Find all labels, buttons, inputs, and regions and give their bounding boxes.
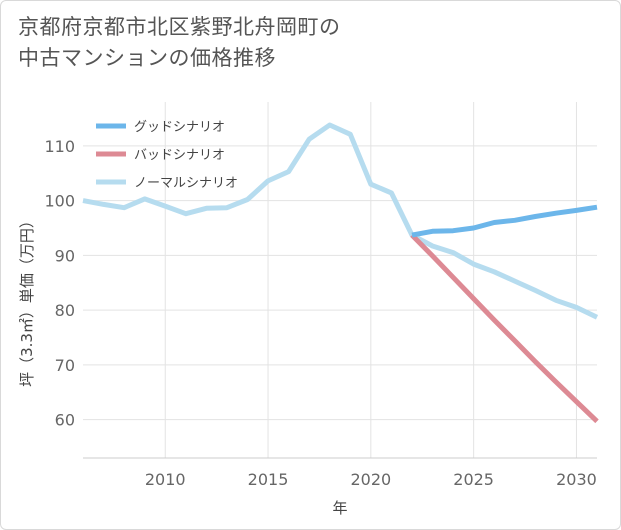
y-tick-label: 100: [44, 192, 75, 211]
chart-title-line1: 京都府京都市北区紫野北舟岡町の: [18, 15, 341, 39]
series-line-0: [411, 204, 598, 238]
tick-labels: 2010 2015 2020 2025 2030 60 70 80 90 100 110: [44, 137, 596, 489]
series-line-2: [82, 122, 599, 320]
y-tick-label: 90: [55, 246, 75, 265]
x-tick-label: 2020: [350, 470, 391, 489]
y-tick-label: 70: [55, 356, 75, 375]
legend-label: ノーマルシナリオ: [134, 176, 238, 191]
grid-lines: [83, 102, 597, 458]
y-tick-label: 80: [55, 301, 75, 320]
series-lines: [82, 122, 599, 424]
x-tick-label: 2015: [248, 470, 289, 489]
x-axis-title: 年: [332, 499, 347, 517]
x-tick-label: 2030: [556, 470, 597, 489]
y-axis-title: 坪（3.3㎡）単価（万円）: [18, 213, 36, 387]
y-tick-label: 60: [55, 411, 75, 430]
x-tick-label: 2025: [453, 470, 494, 489]
y-tick-label: 110: [44, 137, 75, 156]
chart-title: 京都府京都市北区紫野北舟岡町の 中古マンションの価格推移: [18, 12, 578, 74]
legend-label: グッドシナリオ: [134, 120, 225, 135]
series-line-1: [410, 233, 599, 424]
legend-label: バッドシナリオ: [134, 148, 225, 163]
chart-title-line2: 中古マンションの価格推移: [18, 46, 276, 70]
x-tick-label: 2010: [145, 470, 186, 489]
